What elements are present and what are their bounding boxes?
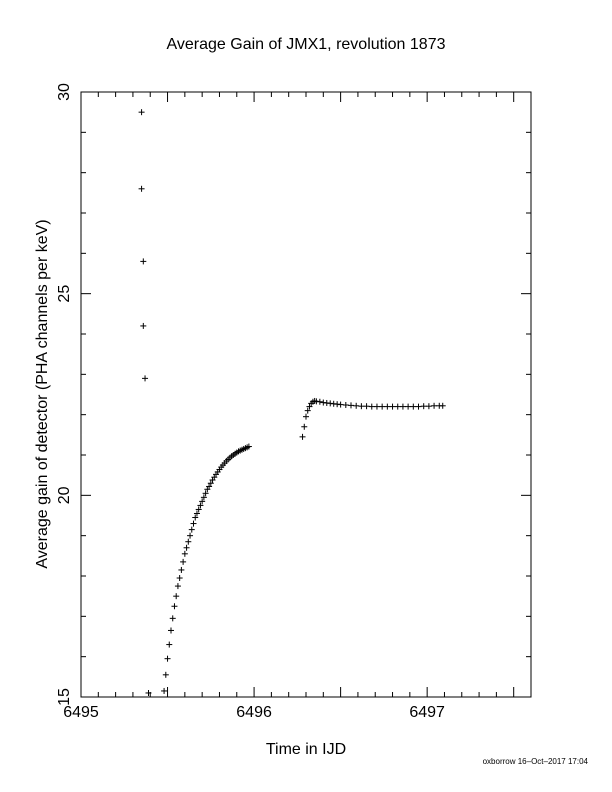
x-axis-label: Time in IJD [266,741,346,758]
data-point [348,402,354,409]
data-point [206,483,213,490]
axis-ticks [80,91,532,698]
data-point [138,185,145,192]
data-point [174,583,181,590]
data-point [142,375,149,382]
data-point [178,566,185,573]
data-point [192,514,199,521]
x-tick-label: 6496 [236,704,272,721]
data-point [342,401,349,408]
data-point [166,641,173,648]
data-point [399,403,406,410]
data-point [337,401,344,408]
data-point [202,490,209,497]
data-point [363,403,370,410]
data-point [183,544,190,551]
data-point [188,526,195,533]
data-point [379,403,386,410]
y-axis-label: Average gain of detector (PHA channels p… [34,219,51,568]
y-tick-label: 25 [56,285,73,303]
data-point [197,502,204,509]
data-point [168,627,174,634]
data-point [207,480,214,487]
y-tick-label: 30 [56,83,73,101]
data-points [138,109,446,696]
data-point [195,506,202,513]
data-point [185,538,192,545]
data-point [145,689,152,696]
data-point [138,109,145,116]
data-point [306,403,313,410]
data-point [304,407,311,414]
y-tick-label: 15 [56,688,73,706]
data-point [245,443,252,450]
data-point [176,575,183,582]
data-point [353,402,360,409]
data-point [140,322,147,329]
data-point [199,498,206,505]
data-point [301,423,308,430]
data-point [161,687,168,694]
data-point [368,403,375,410]
data-point [171,603,178,610]
data-point [389,403,396,410]
data-point [193,510,200,517]
data-point [180,558,187,565]
data-point [394,403,401,410]
data-point [200,494,207,501]
y-tick-label: 20 [56,486,73,504]
data-point [358,403,365,410]
chart-title: Average Gain of JMX1, revolution 1873 [166,36,446,53]
data-point [303,413,309,420]
data-point [373,403,380,410]
data-point [316,398,323,405]
data-point [439,402,446,409]
tick-labels: 6495 6496 6497 15 20 25 30 [56,83,445,721]
plot-frame [80,91,532,698]
data-point [420,403,427,410]
data-point [187,532,194,539]
data-point [169,615,176,622]
x-tick-label: 6497 [409,704,445,721]
data-point [405,403,412,410]
data-point [415,403,422,410]
data-point [425,403,432,410]
data-point [190,520,197,527]
data-point [410,403,417,410]
footer-timestamp: oxborrow 16–Oct–2017 17:04 [482,757,588,766]
data-point [164,655,171,662]
data-point [173,593,180,600]
data-point [140,258,147,265]
data-point [384,403,391,410]
data-point [299,433,306,440]
data-point [181,550,188,557]
data-point [162,671,169,678]
x-tick-label: 6495 [63,704,99,721]
data-point [431,402,438,409]
